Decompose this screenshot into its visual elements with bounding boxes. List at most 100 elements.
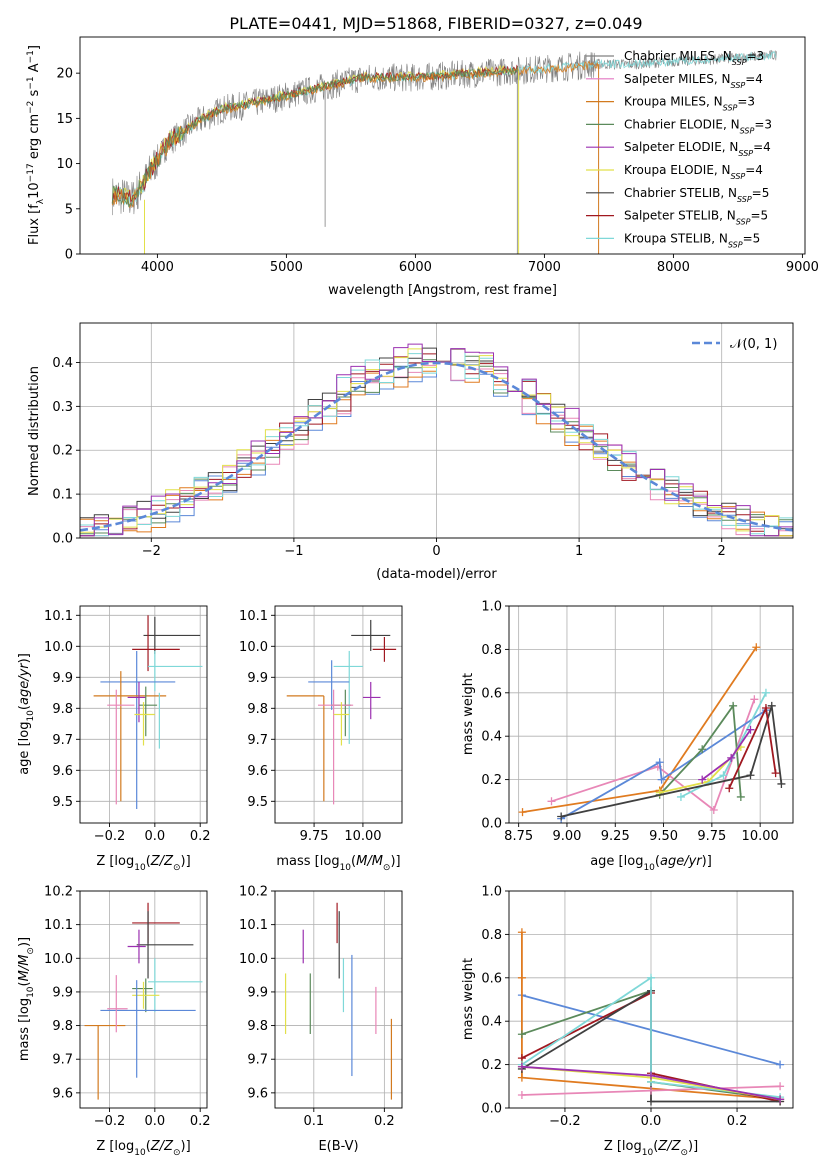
x-tick-label: 0.2 — [190, 1114, 211, 1129]
plus-marker — [736, 792, 745, 801]
legend-label: Chabrier MILES, NSSP=3 — [624, 49, 764, 67]
legend-label: Salpeter STELIB, NSSP=5 — [624, 209, 768, 227]
y-axis-label: mass weight — [461, 673, 476, 755]
legend-name: Chabrier STELIB, N — [624, 186, 737, 200]
legend-name: Salpeter STELIB, N — [624, 209, 736, 223]
x-tick-label: 2 — [718, 544, 726, 559]
model-spectrum-line — [111, 64, 519, 204]
y-tick-label: 0.6 — [481, 686, 502, 701]
plus-marker — [746, 771, 755, 780]
weight-series — [698, 725, 755, 784]
plus-marker — [647, 1071, 655, 1080]
y-tick-label: 0.4 — [481, 730, 502, 745]
errorbar-point — [127, 681, 146, 723]
y-tick-label: 0.4 — [481, 1015, 502, 1030]
label-part: s — [27, 89, 42, 100]
errorbar-point — [372, 637, 397, 662]
errorbar-point — [308, 660, 350, 710]
label-part: )] — [181, 854, 191, 869]
y-tick-label: 0.2 — [481, 773, 502, 788]
errorbar-point — [127, 929, 146, 964]
legend-name: Salpeter MILES, N — [624, 72, 731, 86]
errorbar-point — [93, 671, 167, 802]
legend-sub: SSP — [740, 126, 755, 135]
label-part: ( — [351, 854, 356, 869]
weight-series — [517, 1062, 785, 1104]
y-tick-label: 0.0 — [481, 817, 502, 832]
errorbar-point — [148, 650, 203, 692]
y-tick-label: 9.6 — [52, 764, 73, 779]
panel-age_vs_mass: 9.75 10.00 9.5 9.6 9.7 9.8 9.9 10.0 10.1 mass [lo… — [239, 605, 403, 873]
plot-area — [286, 619, 397, 805]
panel-weight_vs_Z: −0.2 0.0 0.2 0.0 0.2 0.4 0.6 0.8 1.0 Z [log10(Z/Z… — [461, 885, 794, 1158]
errorbar-point — [333, 650, 363, 744]
label-part: 10 — [340, 863, 352, 873]
label-part: erg cm — [27, 114, 42, 163]
label-part: ( — [653, 1139, 658, 1154]
label-part: 10 — [643, 863, 655, 873]
panel-mass_vs_ebv: 0.1 0.2 9.6 9.7 9.8 9.9 10.0 10.1 10.2 E(B-V) — [239, 885, 403, 1154]
y-tick-label: 9.7 — [52, 1053, 73, 1068]
label-part: ( — [146, 1139, 151, 1154]
y-tick-label: 9.8 — [247, 702, 268, 717]
y-tick-label: 9.8 — [52, 1019, 73, 1034]
x-tick-label: 0.0 — [641, 1114, 662, 1129]
weight-series — [517, 1082, 785, 1099]
weight-series — [517, 973, 785, 1102]
plus-marker — [647, 973, 655, 982]
legend-sub: SSP — [723, 103, 738, 112]
y-tick-label: 9.5 — [52, 795, 73, 810]
y-tick-label: 10.1 — [239, 918, 268, 933]
legend-count: =4 — [745, 163, 763, 177]
errorbar-point — [333, 702, 350, 746]
errorbar-point — [138, 686, 158, 737]
label-part: )] — [181, 1139, 191, 1154]
y-tick-label: 1.0 — [481, 600, 502, 615]
label-part: −1 — [26, 50, 36, 63]
errorbar-point — [132, 615, 180, 672]
label-part: ( — [146, 854, 151, 869]
legend-count: =4 — [745, 72, 763, 86]
plus-marker — [647, 1086, 655, 1095]
legend: Chabrier MILES, NSSP=3 Salpeter MILES, N S… — [586, 49, 772, 249]
plus-marker — [517, 1062, 526, 1071]
y-tick-label: 9.8 — [52, 702, 73, 717]
legend-label: Chabrier STELIB, NSSP=5 — [624, 186, 769, 204]
axes-frame — [79, 890, 208, 1109]
x-tick-label: 10.00 — [344, 829, 381, 844]
label-part: Z/Z — [150, 854, 174, 869]
plus-marker — [657, 775, 666, 784]
y-tick-label: 0.1 — [52, 488, 73, 503]
plus-marker — [647, 1097, 655, 1106]
plus-marker — [698, 775, 707, 784]
y-tick-label: 10.1 — [44, 609, 73, 624]
x-tick-label: 9.75 — [697, 829, 726, 844]
x-tick-label: −2 — [142, 544, 161, 559]
label-part: ( — [655, 854, 660, 869]
legend-name: Salpeter ELODIE, N — [624, 140, 738, 154]
y-axis-label: mass [log10(M/M⊙)] — [17, 937, 36, 1061]
x-axis-label: wavelength [Angstrom, rest frame] — [328, 283, 557, 298]
legend-sub: SSP — [737, 194, 752, 203]
x-tick-label: 8.75 — [504, 829, 533, 844]
plus-marker — [517, 973, 526, 982]
plus-marker — [557, 812, 566, 821]
plot-area — [80, 343, 793, 537]
label-part: )] — [17, 937, 32, 947]
plus-marker — [761, 688, 770, 697]
legend-name: Chabrier ELODIE, N — [624, 117, 740, 131]
weight-line — [560, 709, 767, 820]
plus-marker — [776, 1095, 785, 1104]
y-tick-label: 9.5 — [247, 795, 268, 810]
legend-count: =4 — [753, 140, 771, 154]
plus-marker — [518, 808, 527, 817]
y-tick-label: 10.0 — [44, 952, 73, 967]
plot-area — [284, 902, 393, 1100]
weight-series — [557, 701, 786, 821]
x-tick-label: 9.50 — [649, 829, 678, 844]
y-tick-label: 0.0 — [481, 1102, 502, 1117]
y-tick-label: 9.9 — [247, 985, 268, 1000]
y-tick-label: 9.7 — [247, 733, 268, 748]
label-part: age/yr — [660, 854, 703, 869]
plot-area — [93, 615, 203, 810]
